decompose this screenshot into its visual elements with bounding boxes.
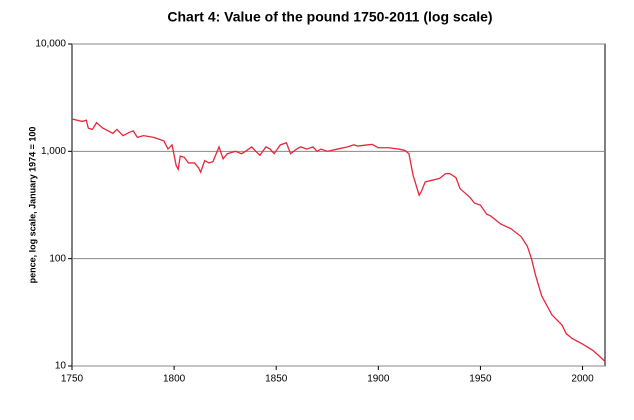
y-tick-label: 10	[55, 361, 67, 372]
line-series	[71, 118, 606, 363]
x-tick-label: 1850	[265, 374, 288, 385]
x-tick-label: 1950	[469, 374, 492, 385]
x-tick-label: 2000	[571, 374, 594, 385]
x-tick-label: 1900	[367, 374, 390, 385]
plot-frame	[71, 43, 606, 367]
y-axis-label: pence, log scale, January 1974 = 100	[27, 127, 37, 284]
x-tick-label: 1750	[61, 374, 84, 385]
x-tick-label: 1800	[163, 374, 186, 385]
y-tick-label: 10,000	[35, 39, 66, 50]
chart-title: Chart 4: Value of the pound 1750-2011 (l…	[167, 9, 492, 25]
y-tick-label: 100	[49, 253, 66, 264]
y-tick-label: 1,000	[41, 146, 66, 157]
